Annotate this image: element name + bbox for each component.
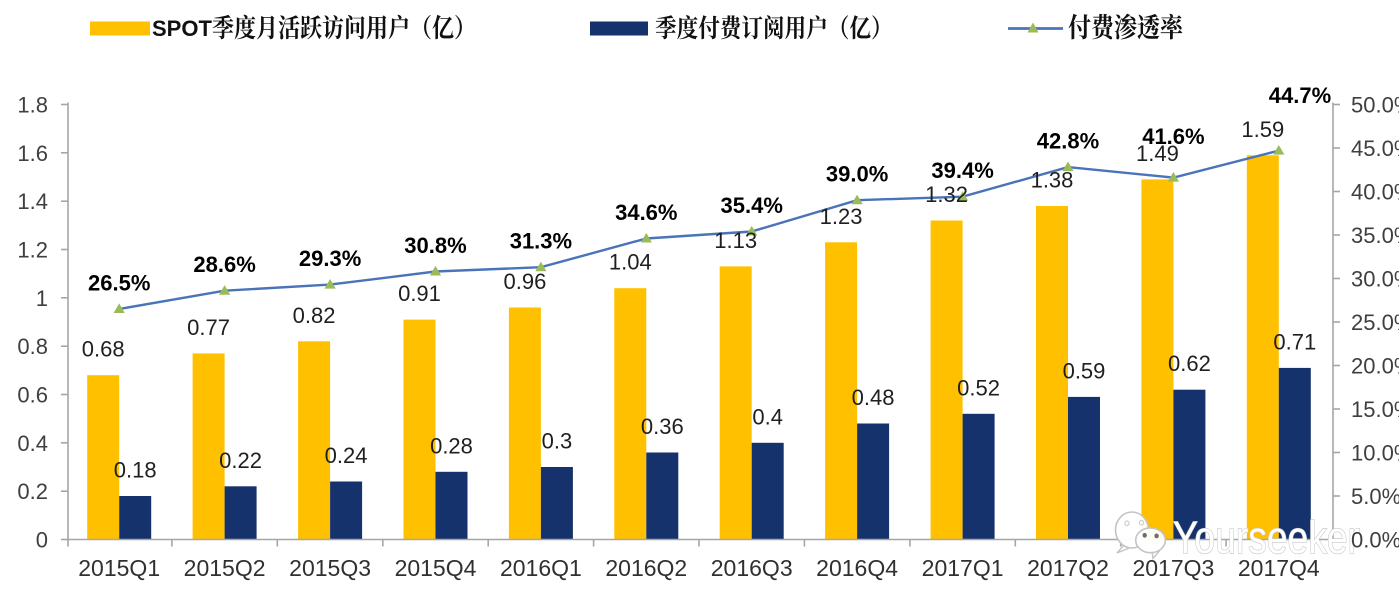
svg-text:40.0%: 40.0% [1351, 180, 1399, 205]
svg-text:Yourseeker: Yourseeker [1173, 512, 1360, 563]
svg-text:2017Q2: 2017Q2 [1027, 555, 1109, 581]
svg-text:44.7%: 44.7% [1269, 83, 1331, 108]
svg-text:0.8: 0.8 [17, 334, 48, 359]
svg-text:0.68: 0.68 [82, 337, 125, 362]
svg-text:1.13: 1.13 [714, 228, 757, 253]
svg-text:34.6%: 34.6% [615, 200, 677, 225]
svg-text:20.0%: 20.0% [1351, 354, 1399, 379]
svg-text:2017Q4: 2017Q4 [1238, 555, 1320, 581]
svg-text:1.23: 1.23 [820, 204, 863, 229]
svg-text:0.22: 0.22 [219, 448, 262, 473]
svg-text:28.6%: 28.6% [193, 252, 255, 277]
svg-text:39.0%: 39.0% [826, 162, 888, 187]
svg-text:1.59: 1.59 [1241, 117, 1284, 142]
svg-text:2015Q4: 2015Q4 [395, 555, 477, 581]
svg-text:0.71: 0.71 [1273, 329, 1316, 354]
svg-text:0.48: 0.48 [852, 385, 895, 410]
svg-text:10.0%: 10.0% [1351, 441, 1399, 466]
svg-text:0.82: 0.82 [293, 303, 336, 328]
svg-text:1.32: 1.32 [925, 182, 968, 207]
svg-text:1.04: 1.04 [609, 250, 652, 275]
svg-text:0.91: 0.91 [398, 281, 441, 306]
svg-text:0.0%: 0.0% [1351, 528, 1399, 553]
svg-text:0.24: 0.24 [325, 443, 368, 468]
svg-text:2016Q4: 2016Q4 [816, 555, 898, 581]
svg-text:1.49: 1.49 [1136, 141, 1179, 166]
svg-text:0.2: 0.2 [17, 479, 48, 504]
svg-text:25.0%: 25.0% [1351, 310, 1399, 335]
svg-text:1.38: 1.38 [1031, 168, 1074, 193]
svg-text:45.0%: 45.0% [1351, 136, 1399, 161]
svg-text:0.96: 0.96 [503, 269, 546, 294]
svg-text:41.6%: 41.6% [1142, 124, 1204, 149]
svg-text:2017Q3: 2017Q3 [1132, 555, 1214, 581]
svg-text:15.0%: 15.0% [1351, 397, 1399, 422]
svg-text:0.59: 0.59 [1063, 358, 1106, 383]
svg-text:2015Q1: 2015Q1 [78, 555, 160, 581]
svg-text:0: 0 [36, 528, 48, 553]
svg-text:35.0%: 35.0% [1351, 223, 1399, 248]
svg-text:42.8%: 42.8% [1037, 129, 1099, 154]
svg-text:31.3%: 31.3% [510, 229, 572, 254]
svg-text:26.5%: 26.5% [88, 271, 150, 296]
svg-text:5.0%: 5.0% [1351, 484, 1399, 509]
svg-text:1.2: 1.2 [17, 238, 48, 263]
svg-text:1: 1 [36, 286, 48, 311]
svg-text:0.4: 0.4 [752, 404, 783, 429]
svg-text:39.4%: 39.4% [931, 158, 993, 183]
svg-text:50.0%: 50.0% [1351, 93, 1399, 118]
svg-text:0.3: 0.3 [542, 429, 573, 454]
svg-text:35.4%: 35.4% [721, 193, 783, 218]
svg-text:1.8: 1.8 [17, 93, 48, 118]
svg-text:30.0%: 30.0% [1351, 267, 1399, 292]
svg-text:0.6: 0.6 [17, 383, 48, 408]
svg-text:0.28: 0.28 [430, 433, 473, 458]
svg-text:0.52: 0.52 [957, 375, 1000, 400]
svg-text:0.77: 0.77 [187, 315, 230, 340]
svg-text:2017Q1: 2017Q1 [922, 555, 1004, 581]
svg-text:0.18: 0.18 [114, 458, 157, 483]
svg-text:1.6: 1.6 [17, 141, 48, 166]
svg-text:2016Q3: 2016Q3 [711, 555, 793, 581]
svg-text:30.8%: 30.8% [404, 233, 466, 258]
svg-text:1.4: 1.4 [17, 189, 48, 214]
svg-text:0.4: 0.4 [17, 431, 48, 456]
svg-text:2016Q2: 2016Q2 [605, 555, 687, 581]
svg-text:SPOT: SPOT [152, 16, 212, 41]
svg-text:29.3%: 29.3% [299, 246, 361, 271]
svg-text:2015Q3: 2015Q3 [289, 555, 371, 581]
svg-text:0.36: 0.36 [641, 414, 684, 439]
svg-text:2016Q1: 2016Q1 [500, 555, 582, 581]
svg-text:2015Q2: 2015Q2 [184, 555, 266, 581]
svg-text:0.62: 0.62 [1168, 351, 1211, 376]
